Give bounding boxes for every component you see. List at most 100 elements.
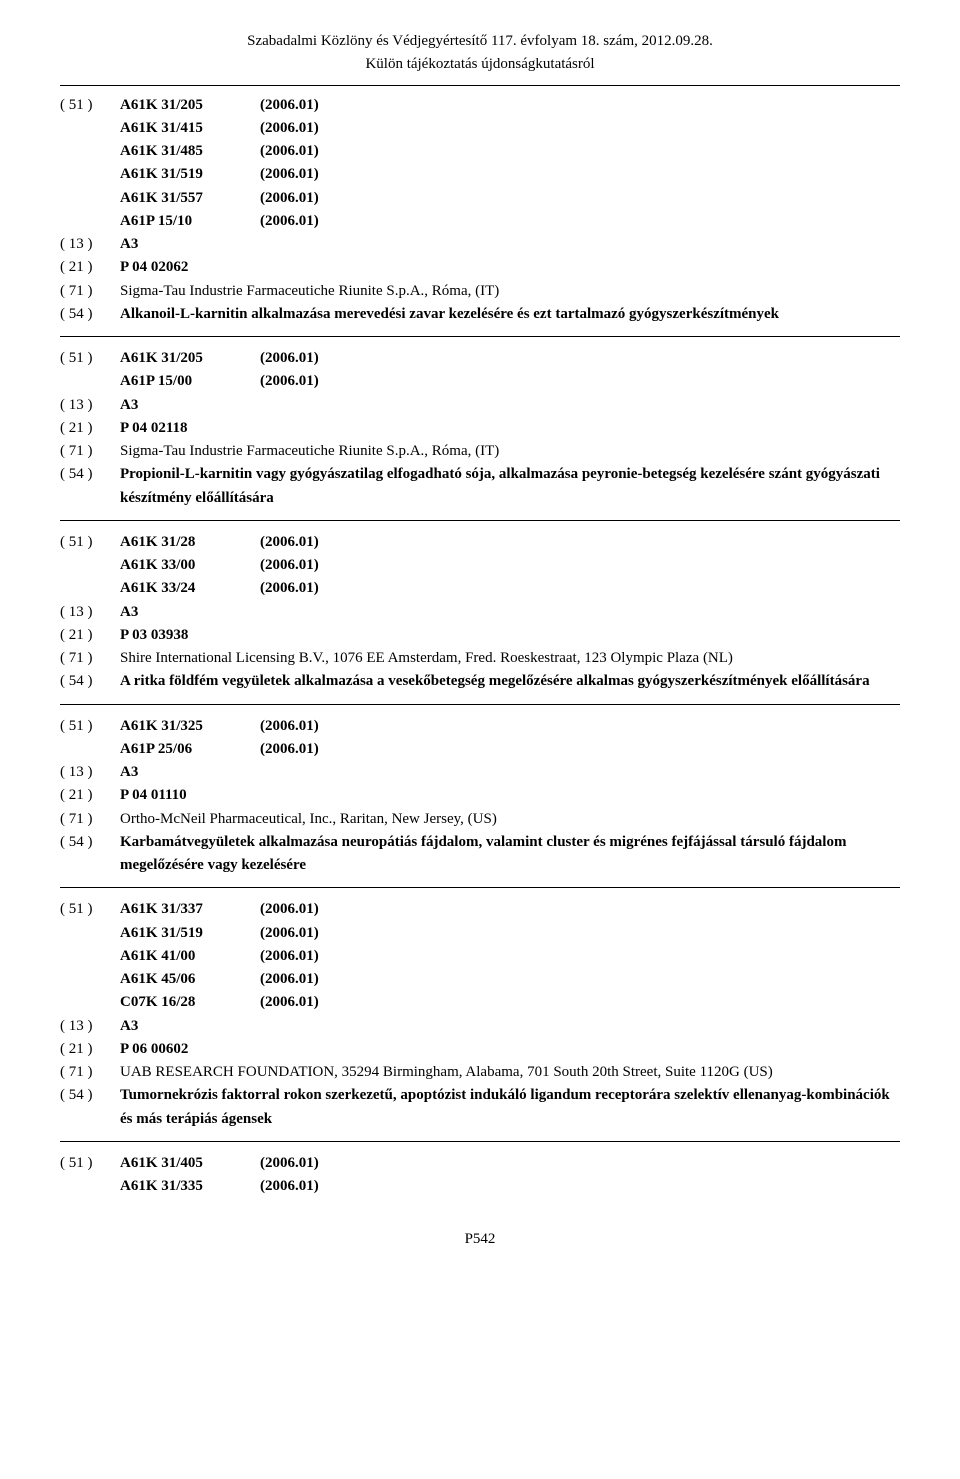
code-71-value: Ortho-McNeil Pharmaceutical, Inc., Rarit… (120, 808, 900, 831)
code-13-value: A3 (120, 601, 900, 624)
ipc-year: (2006.01) (260, 140, 319, 163)
ipc-year: (2006.01) (260, 991, 319, 1014)
code-21-value: P 04 01110 (120, 784, 900, 807)
ipc-class: A61K 31/325 (120, 715, 260, 738)
ipc-year: (2006.01) (260, 117, 319, 140)
ipc-year: (2006.01) (260, 715, 319, 738)
ipc-class: A61K 31/485 (120, 140, 260, 163)
code-21-value: P 03 03938 (120, 624, 900, 647)
classification-row: A61K 31/557(2006.01) (60, 187, 900, 210)
code-13: ( 13 ) (60, 601, 120, 624)
code-71: ( 71 ) (60, 440, 120, 463)
classification-row: A61K 31/485(2006.01) (60, 140, 900, 163)
code-71: ( 71 ) (60, 1061, 120, 1084)
code-13-value: A3 (120, 1015, 900, 1038)
ipc-year: (2006.01) (260, 1175, 319, 1198)
code-21-value: P 06 00602 (120, 1038, 900, 1061)
classification-row: A61P 25/06(2006.01) (60, 738, 900, 761)
classification-row: ( 51 )A61K 31/325(2006.01) (60, 715, 900, 738)
code-54-row: ( 54 )Tumornekrózis faktorral rokon szer… (60, 1084, 900, 1131)
header-underline (60, 85, 900, 86)
classification-row: C07K 16/28(2006.01) (60, 991, 900, 1014)
ipc-class: A61K 33/00 (120, 554, 260, 577)
classification-row: A61K 45/06(2006.01) (60, 968, 900, 991)
ipc-class: C07K 16/28 (120, 991, 260, 1014)
ipc-class: A61K 31/405 (120, 1152, 260, 1175)
code-71-row: ( 71 )Sigma-Tau Industrie Farmaceutiche … (60, 280, 900, 303)
ipc-year: (2006.01) (260, 187, 319, 210)
ipc-year: (2006.01) (260, 210, 319, 233)
code-54: ( 54 ) (60, 303, 120, 326)
code-54-value: Karbamátvegyületek alkalmazása neuropáti… (120, 831, 900, 878)
code-71-value: Shire International Licensing B.V., 1076… (120, 647, 900, 670)
ipc-class: A61K 41/00 (120, 945, 260, 968)
ipc-year: (2006.01) (260, 370, 319, 393)
ipc-year: (2006.01) (260, 577, 319, 600)
code-13-value: A3 (120, 761, 900, 784)
code-54-value: Tumornekrózis faktorral rokon szerkezetű… (120, 1084, 900, 1131)
code-71: ( 71 ) (60, 280, 120, 303)
code-54: ( 54 ) (60, 1084, 120, 1107)
separator (60, 704, 900, 705)
code-71: ( 71 ) (60, 808, 120, 831)
ipc-class: A61K 31/337 (120, 898, 260, 921)
code-54-value: Propionil-L-karnitin vagy gyógyászatilag… (120, 463, 900, 510)
code-21: ( 21 ) (60, 417, 120, 440)
code-54-row: ( 54 )Propionil-L-karnitin vagy gyógyász… (60, 463, 900, 510)
ipc-year: (2006.01) (260, 531, 319, 554)
code-21-row: ( 21 )P 06 00602 (60, 1038, 900, 1061)
code-13-row: ( 13 )A3 (60, 394, 900, 417)
ipc-class: A61K 45/06 (120, 968, 260, 991)
page-number: P542 (60, 1228, 900, 1251)
classification-row: A61K 31/519(2006.01) (60, 922, 900, 945)
code-21: ( 21 ) (60, 624, 120, 647)
code-51: ( 51 ) (60, 531, 120, 554)
code-21: ( 21 ) (60, 784, 120, 807)
code-71-value: Sigma-Tau Industrie Farmaceutiche Riunit… (120, 440, 900, 463)
classification-row: A61K 41/00(2006.01) (60, 945, 900, 968)
entry: ( 51 )A61K 31/337(2006.01)A61K 31/519(20… (60, 898, 900, 1131)
ipc-class: A61K 33/24 (120, 577, 260, 600)
code-54-value: A ritka földfém vegyületek alkalmazása a… (120, 670, 900, 693)
code-21-value: P 04 02118 (120, 417, 900, 440)
header-line-2: Külön tájékoztatás újdonságkutatásról (60, 53, 900, 76)
code-54-row: ( 54 )Alkanoil-L-karnitin alkalmazása me… (60, 303, 900, 326)
code-54-row: ( 54 )Karbamátvegyületek alkalmazása neu… (60, 831, 900, 878)
code-54: ( 54 ) (60, 463, 120, 486)
code-71-row: ( 71 )Shire International Licensing B.V.… (60, 647, 900, 670)
code-71-row: ( 71 )Sigma-Tau Industrie Farmaceutiche … (60, 440, 900, 463)
classification-row: ( 51 )A61K 31/405(2006.01) (60, 1152, 900, 1175)
ipc-class: A61K 31/28 (120, 531, 260, 554)
ipc-class: A61P 25/06 (120, 738, 260, 761)
entry: ( 51 )A61K 31/325(2006.01)A61P 25/06(200… (60, 715, 900, 878)
code-51: ( 51 ) (60, 715, 120, 738)
ipc-year: (2006.01) (260, 94, 319, 117)
page: Szabadalmi Közlöny és Védjegyértesítő 11… (0, 0, 960, 1292)
code-13-value: A3 (120, 233, 900, 256)
ipc-year: (2006.01) (260, 898, 319, 921)
code-21-row: ( 21 )P 04 02118 (60, 417, 900, 440)
code-54-value: Alkanoil-L-karnitin alkalmazása merevedé… (120, 303, 900, 326)
code-71-value: UAB RESEARCH FOUNDATION, 35294 Birmingha… (120, 1061, 900, 1084)
code-21-row: ( 21 )P 04 01110 (60, 784, 900, 807)
code-13: ( 13 ) (60, 761, 120, 784)
code-13-value: A3 (120, 394, 900, 417)
separator (60, 887, 900, 888)
classification-row: ( 51 )A61K 31/28(2006.01) (60, 531, 900, 554)
code-13-row: ( 13 )A3 (60, 1015, 900, 1038)
code-13-row: ( 13 )A3 (60, 233, 900, 256)
code-71-row: ( 71 )Ortho-McNeil Pharmaceutical, Inc.,… (60, 808, 900, 831)
code-54: ( 54 ) (60, 670, 120, 693)
entries-container: ( 51 )A61K 31/205(2006.01)A61K 31/415(20… (60, 94, 900, 1199)
classification-row: A61P 15/10(2006.01) (60, 210, 900, 233)
separator (60, 1141, 900, 1142)
classification-row: ( 51 )A61K 31/205(2006.01) (60, 94, 900, 117)
ipc-year: (2006.01) (260, 347, 319, 370)
code-71-value: Sigma-Tau Industrie Farmaceutiche Riunit… (120, 280, 900, 303)
code-71: ( 71 ) (60, 647, 120, 670)
ipc-class: A61K 31/205 (120, 347, 260, 370)
ipc-class: A61K 31/519 (120, 163, 260, 186)
ipc-year: (2006.01) (260, 968, 319, 991)
entry: ( 51 )A61K 31/205(2006.01)A61P 15/00(200… (60, 347, 900, 510)
ipc-class: A61K 31/415 (120, 117, 260, 140)
